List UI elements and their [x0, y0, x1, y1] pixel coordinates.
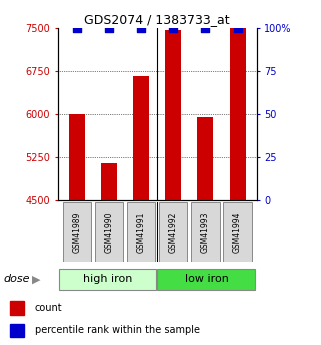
Bar	[101, 163, 117, 200]
Point	[171, 25, 176, 30]
FancyBboxPatch shape	[95, 203, 123, 262]
Text: GSM41989: GSM41989	[73, 211, 82, 253]
Bar	[133, 77, 149, 200]
Point	[139, 25, 144, 30]
Bar	[10, 301, 24, 315]
Point	[203, 25, 208, 30]
FancyBboxPatch shape	[59, 268, 156, 290]
Point	[235, 25, 240, 30]
Text: GSM41990: GSM41990	[105, 211, 114, 253]
Bar	[165, 30, 181, 200]
FancyBboxPatch shape	[157, 268, 255, 290]
Bar	[10, 324, 24, 337]
Text: high iron: high iron	[83, 275, 132, 284]
Text: GSM41993: GSM41993	[201, 211, 210, 253]
Point	[107, 25, 112, 30]
Bar	[197, 117, 213, 200]
Text: GSM41994: GSM41994	[233, 211, 242, 253]
Text: GSM41992: GSM41992	[169, 211, 178, 253]
Text: ▶: ▶	[32, 275, 40, 284]
Text: dose: dose	[3, 275, 30, 284]
Bar	[230, 28, 246, 200]
FancyBboxPatch shape	[63, 203, 91, 262]
Title: GDS2074 / 1383733_at: GDS2074 / 1383733_at	[84, 13, 230, 27]
FancyBboxPatch shape	[191, 203, 220, 262]
FancyBboxPatch shape	[127, 203, 155, 262]
FancyBboxPatch shape	[223, 203, 252, 262]
Bar	[69, 114, 85, 200]
FancyBboxPatch shape	[159, 203, 187, 262]
Point	[74, 25, 80, 30]
Text: count: count	[35, 303, 62, 313]
Text: low iron: low iron	[185, 275, 229, 284]
Text: GSM41991: GSM41991	[137, 211, 146, 253]
Text: percentile rank within the sample: percentile rank within the sample	[35, 325, 200, 335]
